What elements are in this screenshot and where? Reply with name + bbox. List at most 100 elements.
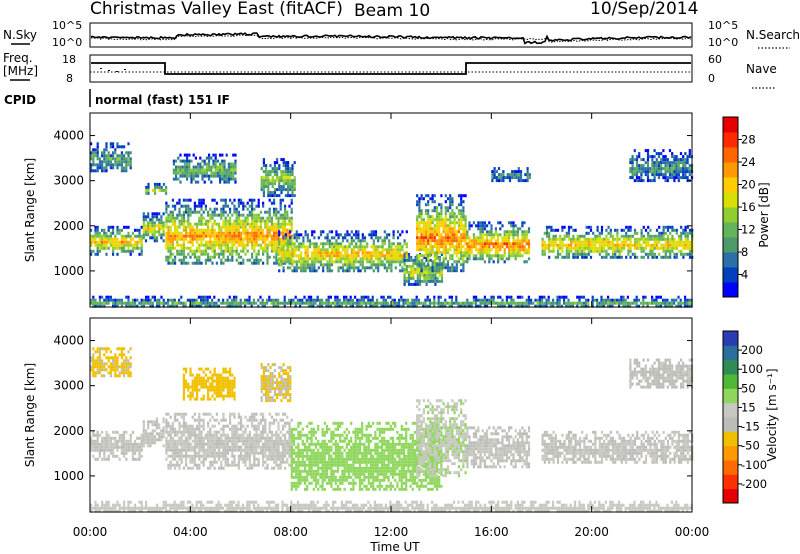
power-cell [242, 213, 245, 217]
power-cell [191, 237, 194, 241]
power-cell [185, 246, 188, 250]
power-cell [300, 242, 303, 246]
power-cell [499, 248, 502, 252]
vel-cell [90, 436, 93, 440]
power-cell [118, 243, 121, 247]
power-cell [251, 234, 254, 238]
power-cell [585, 237, 588, 241]
vel-cell [125, 365, 128, 369]
power-cell [510, 233, 513, 237]
power-cell [536, 304, 539, 308]
power-cell [486, 301, 489, 305]
power-cell [96, 148, 99, 152]
power-cell [343, 298, 346, 302]
power-cell [403, 273, 406, 277]
power-cell [187, 222, 190, 226]
power-cell [508, 295, 511, 299]
power-cell [270, 249, 273, 253]
power-cell [374, 254, 378, 258]
power-cell [287, 173, 290, 177]
power-cell [647, 243, 650, 247]
vel-cell [120, 448, 123, 452]
power-cell [188, 171, 191, 175]
power-cell [116, 142, 119, 146]
power-cell [125, 234, 128, 238]
power-cell [194, 180, 197, 184]
power-cell [437, 298, 440, 302]
power-cell [523, 304, 526, 308]
power-cell [389, 295, 392, 299]
power-cell [196, 231, 199, 235]
power-cell [284, 254, 287, 258]
power-cell [438, 236, 441, 240]
power-cell [190, 171, 193, 175]
power-cell [306, 266, 309, 270]
power-cell [684, 161, 687, 165]
power-cell [214, 171, 217, 175]
power-cell [328, 230, 331, 234]
power-cell [635, 295, 638, 299]
power-cell [431, 218, 434, 222]
power-cell [290, 225, 293, 229]
power-cell [403, 267, 406, 271]
power-cell [435, 209, 439, 213]
power-cell [209, 246, 212, 250]
power-cell [666, 240, 670, 244]
power-cell [178, 234, 181, 238]
power-cell [268, 225, 271, 229]
power-cell [481, 230, 484, 234]
power-cell [244, 219, 247, 223]
power-cell [677, 173, 680, 177]
power-cell [201, 168, 204, 172]
power-cell [211, 225, 214, 229]
power-cell [322, 254, 325, 258]
power-cell [231, 234, 234, 238]
vel-cell [96, 365, 99, 369]
power-cell [410, 255, 413, 259]
power-cell [116, 225, 119, 229]
power-cell [629, 167, 632, 171]
power-cell [554, 243, 557, 247]
power-cell [541, 240, 544, 244]
power-cell [440, 267, 444, 271]
power-cell [197, 180, 200, 184]
vel-cell [92, 353, 95, 357]
power-cell [377, 248, 380, 252]
power-cell [268, 213, 271, 217]
power-cell [581, 246, 584, 250]
power-cell [304, 254, 307, 258]
power-cell [398, 301, 401, 305]
vel-cell [169, 424, 172, 428]
power-cell [424, 298, 427, 302]
vel-cell [167, 412, 170, 416]
power-cell [596, 246, 599, 250]
power-cell [98, 240, 101, 244]
power-cell [204, 228, 207, 232]
power-cell [304, 266, 307, 270]
power-cell [271, 176, 274, 180]
power-cell [229, 246, 232, 250]
power-cell [413, 301, 416, 305]
power-cell [211, 301, 214, 305]
power-cell [424, 221, 428, 225]
power-cell [552, 234, 555, 238]
power-cell [265, 167, 268, 171]
power-cell [374, 251, 378, 255]
power-cell [218, 222, 221, 226]
vel-cell [96, 448, 99, 452]
power-cell [448, 301, 451, 305]
power-cell [472, 295, 475, 299]
power-cell [340, 304, 343, 308]
vel-cell [103, 347, 106, 351]
power-cell [514, 242, 517, 246]
power-cell [442, 227, 445, 231]
power-cell [195, 298, 198, 302]
power-cell [424, 224, 428, 228]
power-cell [545, 298, 548, 302]
power-cell [195, 301, 198, 305]
power-cell [435, 242, 439, 246]
power-cell [125, 240, 128, 244]
power-cell [188, 174, 191, 178]
power-cell [605, 237, 608, 241]
power-cell [233, 231, 236, 235]
